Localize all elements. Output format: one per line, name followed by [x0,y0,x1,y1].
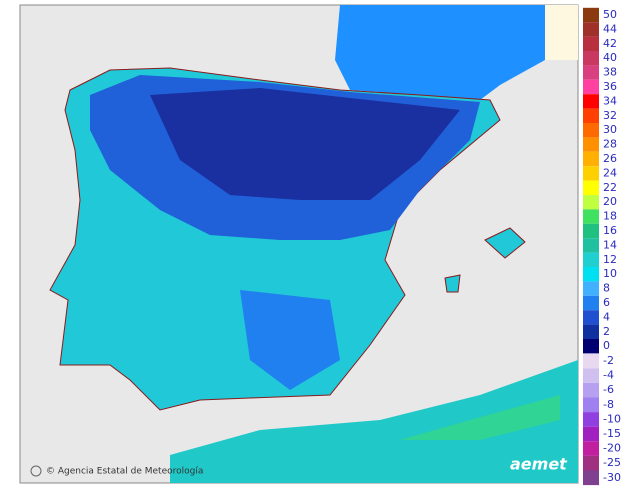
legend-label: 18 [603,210,617,223]
legend-label: 32 [603,109,617,122]
legend-label: 44 [603,22,617,35]
legend-swatch [583,151,599,167]
legend-label: -10 [603,412,621,425]
legend-swatch [583,223,599,239]
cold-core [150,88,460,200]
legend-swatch [583,267,599,282]
legend-label: -2 [603,354,614,367]
legend-swatch [583,108,599,123]
legend-label: 2 [603,325,610,338]
logo: aemet [510,455,568,474]
legend-swatch [583,51,599,66]
legend-swatch [583,412,599,427]
legend-label: -20 [603,442,621,455]
legend-label: 14 [603,238,617,251]
legend-swatch [583,310,599,325]
legend-swatch [583,94,599,109]
legend-swatch [583,368,599,383]
ibiza [444,274,461,293]
legend-label: 16 [603,224,617,237]
legend-swatch [583,397,599,413]
sea-north [335,5,545,100]
legend-label: -25 [603,456,621,469]
legend-swatch [583,382,599,398]
legend-label: 36 [603,80,617,93]
legend-swatch [583,137,599,152]
legend-swatch [583,180,599,195]
legend-label: 28 [603,138,617,151]
legend-swatch [583,7,599,23]
legend-label: 6 [603,296,610,309]
legend-swatch [583,123,599,138]
legend-swatch [583,209,599,224]
legend-label: 0 [603,339,610,352]
legend-label: -4 [603,369,614,382]
legend-label: 42 [603,37,617,50]
legend-swatch [583,195,599,210]
legend-label: -8 [603,398,614,411]
legend-label: 24 [603,166,617,179]
cold-south [240,290,340,390]
legend-label: 26 [603,152,617,165]
legend-label: 8 [603,282,610,295]
legend-label: 38 [603,66,617,79]
legend-label: -15 [603,427,621,440]
north-africa [170,360,578,483]
legend-label: 40 [603,51,617,64]
mallorca [484,227,526,259]
legend-label: 12 [603,253,617,266]
legend-swatch [583,324,599,339]
legend-swatch [583,455,599,471]
legend-swatch [583,79,599,95]
legend-swatch [583,470,599,486]
legend-label: 4 [603,310,610,323]
legend-swatch [583,252,599,267]
legend-swatch [583,36,599,51]
land-north [545,5,578,60]
legend-label: 30 [603,123,617,136]
legend-label: 10 [603,267,617,280]
africa-warm [400,395,560,440]
legend-swatch [583,441,599,456]
credit: © Agencia Estatal de Meteorología [46,467,203,477]
legend-swatch [583,22,599,37]
legend-swatch [583,65,599,80]
legend-label: 34 [603,94,617,107]
legend-swatch [583,353,599,369]
legend-label: 50 [603,8,617,21]
legend-swatch [583,166,599,181]
legend-swatch [583,238,599,253]
legend-label: 22 [603,181,617,194]
legend-label: -30 [603,471,621,484]
legend-swatch [583,295,599,311]
legend-label: -6 [603,383,614,396]
legend-label: 20 [603,195,617,208]
credit-icon [30,465,42,477]
legend-swatch [583,339,599,354]
legend-swatch [583,426,599,442]
legend-swatch [583,281,599,296]
